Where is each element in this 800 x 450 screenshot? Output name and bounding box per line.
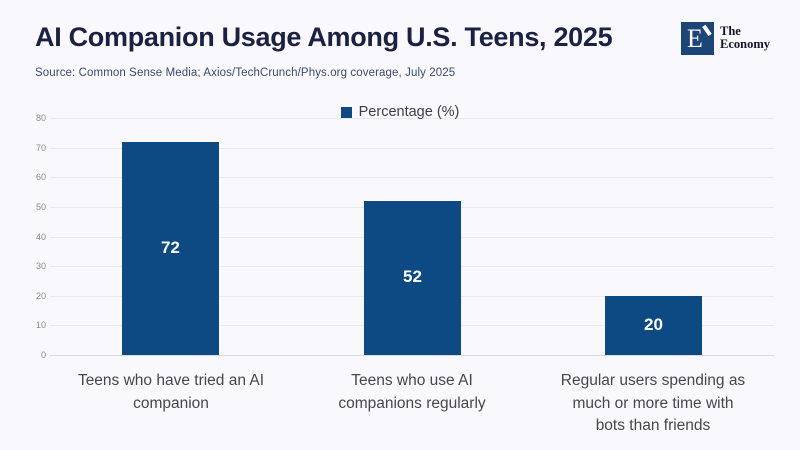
bar-value-label-1: 72: [161, 238, 180, 257]
bar-2: 52: [364, 201, 461, 355]
bar-value-label-3: 20: [644, 315, 663, 334]
bar-value-label-2: 52: [403, 267, 422, 286]
source-note: Source: Common Sense Media; Axios/TechCr…: [35, 67, 456, 79]
y-tick-label-10: 10: [35, 320, 46, 330]
logo-square-icon: E: [681, 22, 714, 55]
y-tick-label-50: 50: [35, 202, 46, 212]
bar-3: 20: [605, 296, 702, 355]
logo-letter: E: [687, 24, 703, 53]
y-tick-label-0: 0: [40, 350, 46, 360]
y-tick-label-30: 30: [35, 261, 46, 271]
y-tick-label-40: 40: [35, 232, 46, 242]
legend-label: Percentage (%): [358, 104, 460, 120]
the-economy-logo: E The Economy: [681, 22, 770, 55]
logo-name: The Economy: [720, 25, 770, 51]
y-tick-label-70: 70: [35, 143, 46, 153]
x-axis-label-2: Teens who use AI companions regularly: [338, 372, 486, 412]
chart-title: AI Companion Usage Among U.S. Teens, 202…: [35, 22, 613, 52]
y-gridline-60: [50, 177, 774, 178]
x-axis-label-3: Regular users spending as much or more ti…: [560, 372, 746, 434]
y-tick-label-60: 60: [35, 172, 46, 182]
legend-color-swatch-icon: [340, 106, 352, 118]
y-gridline-80: [50, 118, 774, 119]
x-axis-label-1: Teens who have tried an AI companion: [77, 372, 265, 412]
logo-name-line2: Economy: [720, 37, 770, 51]
bar-1: 72: [122, 142, 219, 355]
logo-name-line1: The: [720, 24, 741, 38]
y-gridline-0: [50, 355, 774, 356]
y-tick-label-80: 80: [35, 113, 46, 123]
chart-legend: Percentage (%): [0, 104, 800, 120]
y-tick-label-20: 20: [35, 291, 46, 301]
y-gridline-70: [50, 148, 774, 149]
